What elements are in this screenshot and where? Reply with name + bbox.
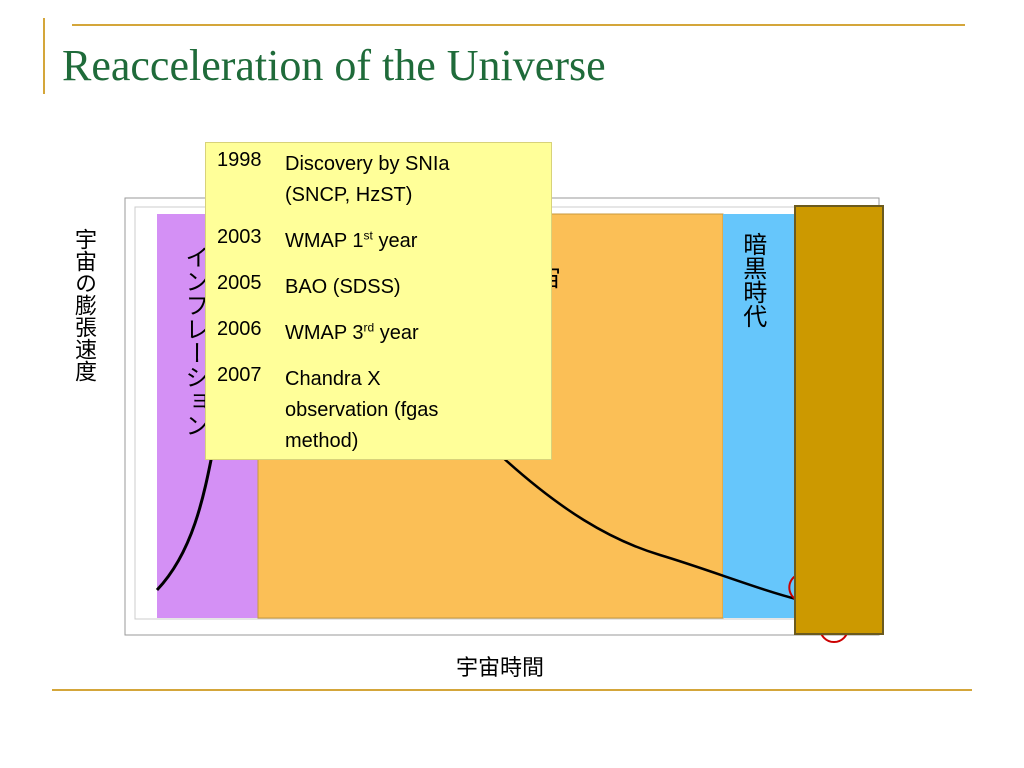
title-accent-vertical-line <box>43 18 45 94</box>
event-text: WMAP 1st year <box>285 228 418 252</box>
event-year: 2006 <box>217 318 262 340</box>
timeline-event-2007: 2007 Chandra X observation (fgas method) <box>217 364 547 457</box>
event-year: 1998 <box>217 149 262 171</box>
event-text: Chandra X observation (fgas method) <box>285 368 439 452</box>
event-year: 2005 <box>217 272 262 294</box>
overlay-box <box>794 205 884 635</box>
title-accent-top-line <box>72 24 965 26</box>
timeline-event-2006: 2006 WMAP 3rd year <box>217 318 547 349</box>
event-text: WMAP 3rd year <box>285 320 419 344</box>
x-axis-label: 宇宙時間 <box>455 656 544 681</box>
inflation-label: インフレーション <box>180 245 209 437</box>
event-text: Discovery by SNIa (SNCP, HzST) <box>285 153 450 206</box>
y-axis-label: 宇宙の膨張速度 <box>71 228 96 382</box>
timeline-event-2005: 2005 BAO (SDSS) <box>217 272 547 303</box>
event-text: BAO (SDSS) <box>285 276 401 298</box>
timeline-event-2003: 2003 WMAP 1st year <box>217 226 547 257</box>
event-year: 2003 <box>217 226 262 248</box>
timeline-event-1998: 1998 Discovery by SNIa (SNCP, HzST) <box>217 149 547 211</box>
expansion-curve <box>499 454 801 602</box>
footer-accent-line <box>52 689 972 691</box>
event-year: 2007 <box>217 364 262 386</box>
slide-title: Reacceleration of the Universe <box>62 41 606 90</box>
dark-age-label: 暗黒時代 <box>738 232 767 328</box>
discovery-timeline-box: 1998 Discovery by SNIa (SNCP, HzST) 2003… <box>205 142 552 460</box>
dark-age-region <box>723 214 802 618</box>
